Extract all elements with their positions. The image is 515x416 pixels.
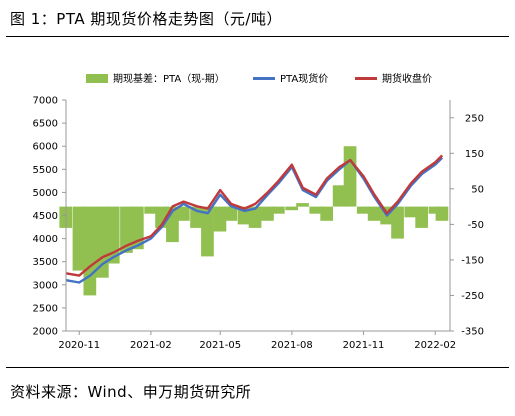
left-tick-label: 5500 (33, 165, 58, 176)
legend: 期现基差：PTA（现-期） PTA现货价 期货收盘价 (86, 72, 432, 85)
right-tick-label: -50 (468, 220, 484, 231)
left-tick-label: 2000 (33, 327, 58, 338)
basis-bar (367, 206, 381, 221)
basis-bar (435, 206, 449, 221)
basis-bar (83, 206, 97, 296)
left-tick-label: 7000 (33, 96, 58, 107)
spot-price-line (65, 156, 444, 284)
left-tick-label: 3500 (33, 257, 58, 268)
x-tick-label: 2021-08 (271, 340, 313, 351)
legend-label: PTA现货价 (280, 72, 328, 85)
right-tick-label: 250 (465, 113, 484, 124)
left-tick-label: 6500 (33, 119, 58, 130)
basis-bar (391, 206, 404, 239)
source-note: 资料来源：Wind、申万期货研究所 (10, 383, 252, 401)
basis-bar (332, 185, 346, 207)
x-tick-label: 2020-11 (58, 340, 100, 351)
x-tick-label: 2021-11 (343, 340, 385, 351)
basis-bar (285, 206, 298, 211)
basis-bar (144, 206, 157, 214)
basis-bar (213, 206, 227, 232)
legend-item-futures: 期货收盘价 (355, 72, 432, 85)
basis-bar (428, 206, 442, 214)
basis-bar (272, 206, 285, 214)
left-tick-label: 2500 (33, 303, 58, 314)
right-tick-label: -350 (461, 327, 484, 338)
x-tick-label: 2021-02 (130, 340, 172, 351)
basis-bar (224, 206, 238, 221)
basis-bar (106, 206, 120, 264)
left-tick-label: 5000 (33, 188, 58, 199)
top-rule (6, 36, 509, 37)
legend-label: 期货收盘价 (382, 72, 432, 85)
price-lines (65, 154, 444, 284)
basis-bar (177, 206, 190, 221)
right-tick-label: -250 (461, 291, 484, 302)
left-tick-label: 4000 (33, 234, 58, 245)
basis-bar (356, 206, 370, 214)
basis-bar (415, 206, 428, 228)
basis-bar (72, 206, 86, 271)
basis-bars (59, 146, 449, 296)
legend-swatch (86, 74, 108, 83)
left-tick-label: 6000 (33, 142, 58, 153)
x-tick-label: 2022-02 (414, 340, 456, 351)
axes: 2000 2500 3000 3500 4000 4500 5000 5500 6000 6500… (33, 96, 484, 352)
basis-bar (309, 206, 323, 214)
futures-close-line (65, 154, 444, 277)
basis-bar (248, 206, 262, 228)
basis-bar (120, 206, 133, 253)
basis-bar (296, 203, 309, 207)
basis-bar (320, 206, 333, 221)
basis-bar (131, 206, 144, 250)
left-tick-label: 4500 (33, 211, 58, 222)
basis-bar (261, 206, 274, 221)
basis-bar (404, 206, 418, 218)
legend-label: 期现基差：PTA（现-期） (113, 72, 225, 85)
x-tick-label: 2021-05 (199, 340, 241, 351)
right-tick-label: 150 (465, 149, 484, 160)
basis-bar (343, 146, 357, 207)
chart-title: 图 1：PTA 期现货价格走势图（元/吨） (10, 10, 282, 28)
right-tick-label: -150 (461, 255, 484, 266)
legend-item-basis: 期现基差：PTA（现-期） (86, 72, 225, 85)
right-tick-label: 50 (471, 184, 484, 195)
left-tick-label: 3000 (33, 280, 58, 291)
basis-bar (201, 206, 214, 257)
legend-item-spot: PTA现货价 (253, 72, 328, 85)
bottom-rule (6, 367, 509, 368)
price-chart: 期现基差：PTA（现-期） PTA现货价 期货收盘价 2000 2500 3000 350… (33, 72, 484, 352)
